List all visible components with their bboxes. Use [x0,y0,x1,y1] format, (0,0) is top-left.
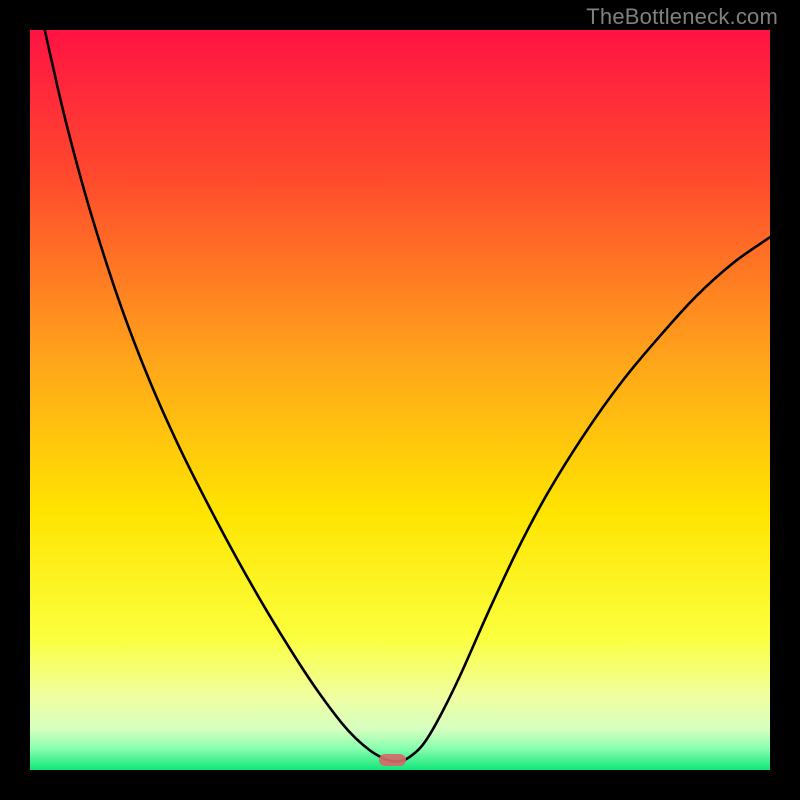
chart-svg [30,30,770,770]
watermark-text: TheBottleneck.com [586,4,778,30]
plot-area [30,30,770,770]
gradient-background [30,30,770,770]
bottleneck-marker [379,754,406,766]
